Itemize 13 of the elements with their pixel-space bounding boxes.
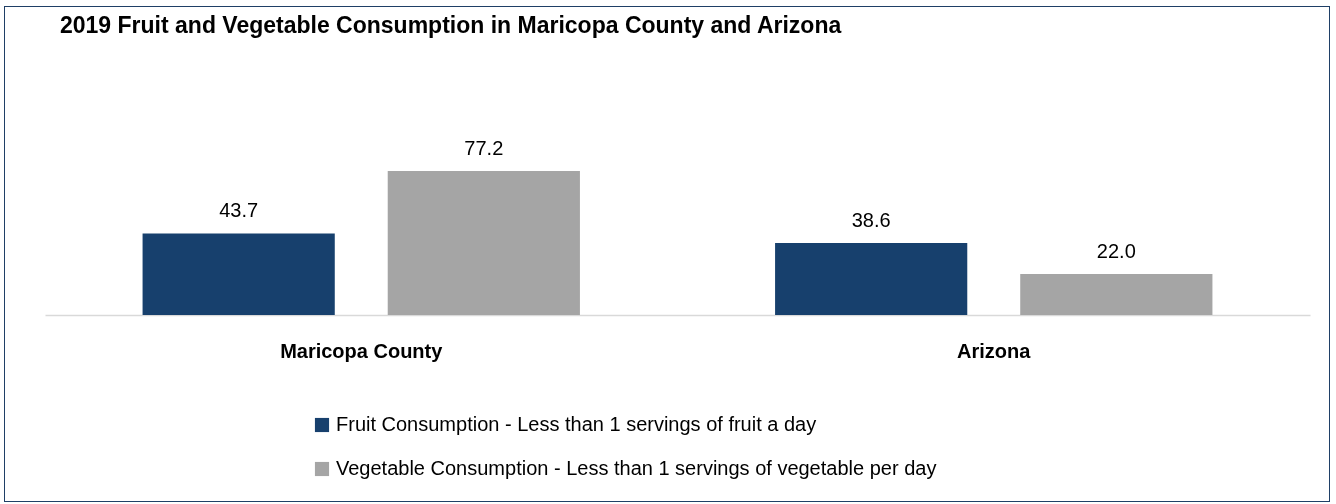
data-label: 43.7	[219, 199, 259, 222]
data-label: 22.0	[1096, 239, 1136, 262]
data-label: 38.6	[851, 209, 891, 231]
bar	[142, 233, 335, 315]
bar	[387, 171, 580, 315]
data-label: 77.2	[464, 137, 504, 159]
chart-title: 2019 Fruit and Vegetable Consumption in Maricopa County and Arizona	[60, 12, 842, 38]
x-tick-label: Maricopa County	[280, 339, 444, 362]
legend-label: Vegetable Consumption - Less than 1 servings of vegetable per day	[336, 457, 937, 479]
legend-label: Fruit Consumption - Less than 1 servings of fruit a day	[336, 413, 817, 435]
x-tick-label: Arizona	[957, 339, 1032, 362]
bar	[1020, 273, 1213, 315]
bar	[775, 243, 968, 315]
